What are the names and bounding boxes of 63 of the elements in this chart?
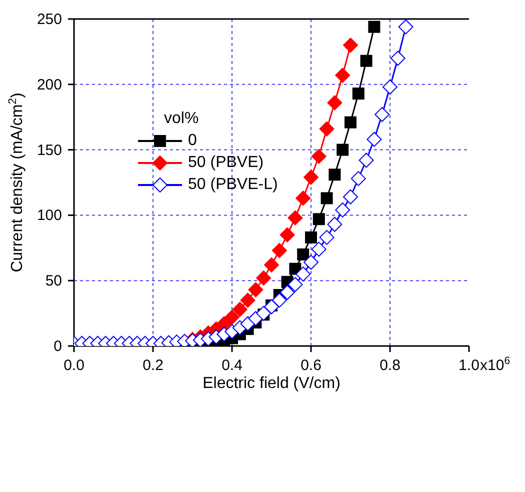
point <box>358 152 374 168</box>
y-tick-label: 100 <box>36 207 62 224</box>
y-tick-label: 150 <box>36 142 62 159</box>
point <box>374 106 390 122</box>
point <box>368 20 380 33</box>
x-axis-title: Electric field (V/cm) <box>202 375 340 392</box>
x-tick-label: 0.2 <box>142 357 164 374</box>
point <box>366 132 382 147</box>
point <box>297 248 310 260</box>
point <box>319 121 334 136</box>
point <box>398 19 414 34</box>
point <box>240 292 256 308</box>
point <box>352 88 364 100</box>
point <box>328 168 341 181</box>
point <box>336 144 349 156</box>
point <box>360 54 372 67</box>
point <box>350 171 366 186</box>
point <box>343 38 358 53</box>
point <box>272 243 287 258</box>
point <box>304 254 318 270</box>
x-tick-label: 0.6 <box>300 357 322 374</box>
point <box>327 95 342 110</box>
point <box>319 230 334 245</box>
y-tick-label: 200 <box>36 76 62 94</box>
point <box>343 189 358 204</box>
point <box>264 299 279 314</box>
point <box>280 284 295 300</box>
point <box>288 210 303 226</box>
point <box>256 270 272 286</box>
point <box>288 277 303 292</box>
y-tick-label: 250 <box>36 11 62 28</box>
x-tick-label: 0.4 <box>222 357 242 374</box>
point <box>232 302 248 317</box>
point <box>344 116 356 128</box>
y-tick-label: 0 <box>54 338 62 355</box>
point <box>335 68 350 83</box>
point <box>382 80 398 95</box>
x-tick-label: 0.8 <box>380 357 400 374</box>
point <box>256 306 272 321</box>
point <box>272 292 287 308</box>
point <box>312 213 325 226</box>
point <box>311 148 326 164</box>
legend-label: 50 (PBVE-L) <box>188 175 278 195</box>
legend-label: 50 (PBVE) <box>188 153 264 173</box>
point <box>335 202 350 218</box>
text: x10$^{6}$ <box>480 355 510 374</box>
point <box>280 227 295 242</box>
point <box>264 257 279 272</box>
point <box>305 231 317 244</box>
legend-title: vol% <box>163 109 200 129</box>
point <box>248 282 264 298</box>
point <box>320 192 333 204</box>
point <box>304 170 318 185</box>
point <box>296 266 311 282</box>
y-tick-label: 50 <box>45 272 62 290</box>
point <box>327 216 342 232</box>
x-tick-label: 1.0 <box>458 357 480 374</box>
x-tick-label: 0.0 <box>64 357 84 374</box>
point <box>224 310 240 325</box>
point <box>296 190 311 206</box>
point <box>390 50 406 66</box>
legend-label: 0 <box>188 131 197 151</box>
point <box>311 242 326 257</box>
